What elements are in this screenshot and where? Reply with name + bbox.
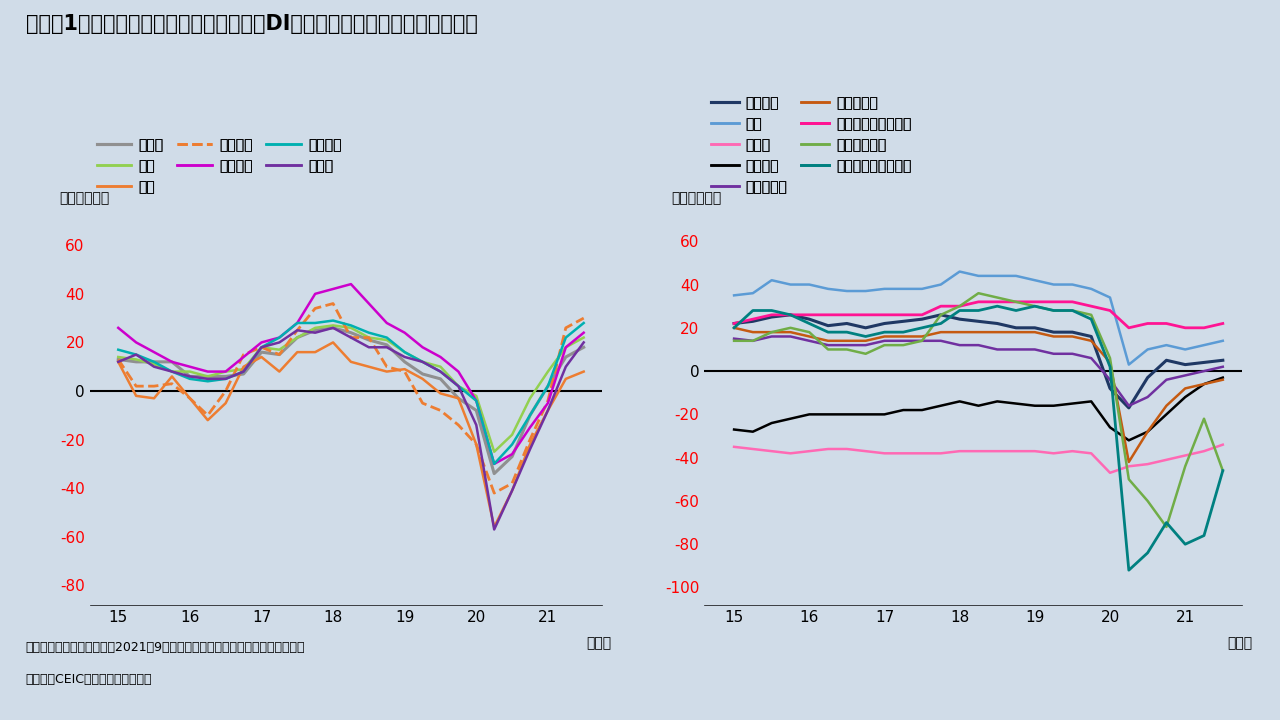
Text: （図表1）日本：日銀短観による業況判断DI（最近）の推移（大企業ベース）: （図表1）日本：日銀短観による業況判断DI（最近）の推移（大企業ベース） (26, 14, 477, 35)
Legend: 製造業, 化学, 鉄鋼, 非鉄金属, 一般機械, 電気機械, 自動車: 製造業, 化学, 鉄鋼, 非鉄金属, 一般機械, 電気機械, 自動車 (96, 138, 342, 194)
Text: （ポイント）: （ポイント） (672, 191, 722, 204)
Legend: 非製造業, 建設, 不動産, 物品賃貸, 卸売・小売, 運輸・郵便, 通信・情報サービス, 対人サービス, 宿泊・飲食サービス: 非製造業, 建設, 不動産, 物品賃貸, 卸売・小売, 運輸・郵便, 通信・情報… (710, 96, 911, 194)
Text: （年）: （年） (586, 636, 612, 650)
Text: （注）四半期ごとの計数。2021年9月分は業況判断（先行き）の計数を表示。: （注）四半期ごとの計数。2021年9月分は業況判断（先行き）の計数を表示。 (26, 641, 305, 654)
Text: （ポイント）: （ポイント） (59, 191, 109, 204)
Text: （出所）CEICよりインベスコ作成: （出所）CEICよりインベスコ作成 (26, 673, 152, 686)
Text: （年）: （年） (1228, 636, 1252, 650)
